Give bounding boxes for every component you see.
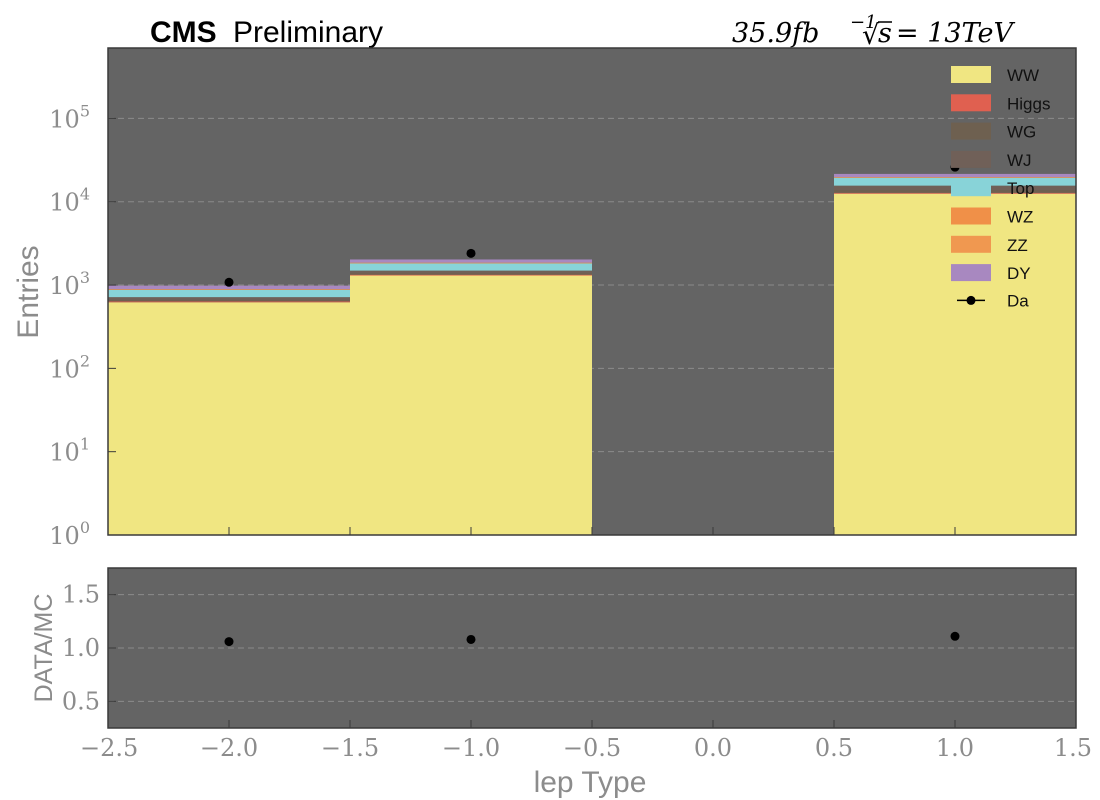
ratio-y-tick-label: 0.5 bbox=[62, 687, 100, 715]
legend-swatch-wj bbox=[951, 150, 991, 168]
x-tick-label: 0.0 bbox=[694, 734, 732, 762]
ratio-grid bbox=[108, 594, 1076, 702]
main-y-tick-label: 104 bbox=[49, 185, 90, 217]
x-tick-label: −2.0 bbox=[200, 734, 258, 762]
x-tick-label: −2.5 bbox=[80, 734, 138, 762]
ratio-point bbox=[224, 637, 234, 647]
bar-wj-bin-0 bbox=[108, 297, 350, 300]
legend-label-zz: ZZ bbox=[1007, 236, 1028, 255]
legend-swatch-wg bbox=[951, 122, 991, 140]
x-tick-label: 1.5 bbox=[1054, 734, 1092, 762]
x-tick-label: 1.0 bbox=[936, 734, 974, 762]
data-point bbox=[224, 277, 234, 287]
legend: WW Higgs WG WJ Top WZ ZZ DY Da bbox=[951, 66, 1050, 310]
bar-zz-bin-0 bbox=[108, 289, 350, 290]
legend-label-wj: WJ bbox=[1007, 151, 1032, 170]
main-y-axis-label: Entries bbox=[12, 245, 45, 338]
ratio-y-tick-label: 1.0 bbox=[62, 634, 100, 662]
bar-dy-bin-3 bbox=[834, 173, 1076, 178]
x-ticks: −2.5 −2.0 −1.5 −1.0 −0.5 0.0 0.5 1.0 1.5 bbox=[80, 527, 1092, 762]
main-y-tick-label: 103 bbox=[49, 268, 90, 300]
bar-dy-bin-0 bbox=[108, 285, 350, 290]
x-tick-label: −0.5 bbox=[563, 734, 621, 762]
main-y-tick-label: 105 bbox=[49, 101, 90, 133]
ratio-point bbox=[466, 634, 476, 644]
ratio-point bbox=[950, 631, 960, 641]
legend-label-wg: WG bbox=[1007, 123, 1036, 142]
preliminary-label: Preliminary bbox=[233, 16, 383, 49]
ratio-plot-frame bbox=[107, 567, 1077, 729]
sqrt-symbol: √ bbox=[862, 20, 880, 51]
lumi-label: 35.9fb −1 √ s = 13TeV bbox=[732, 12, 1015, 51]
bar-top-bin-0 bbox=[108, 289, 350, 298]
main-y-tick-label: 102 bbox=[49, 351, 90, 383]
energy-value: = 13TeV bbox=[896, 18, 1015, 49]
legend-swatch-data-marker bbox=[966, 295, 976, 305]
bar-higgs-bin-1 bbox=[350, 274, 592, 276]
legend-swatch-zz bbox=[951, 235, 991, 253]
main-plot-panel: 100 101 102 103 104 105 Entries WW Higgs WG WJ To… bbox=[12, 47, 1077, 550]
ratio-points bbox=[224, 631, 960, 647]
bar-zz-bin-3 bbox=[834, 177, 1076, 178]
main-y-tick-label: 100 bbox=[49, 518, 90, 550]
main-y-tick-label: 101 bbox=[49, 435, 90, 467]
legend-label-higgs: Higgs bbox=[1007, 94, 1050, 113]
legend-swatch-dy bbox=[951, 264, 991, 282]
bar-zz-bin-1 bbox=[350, 262, 592, 264]
data-point bbox=[466, 248, 476, 258]
x-tick-label: −1.0 bbox=[442, 734, 500, 762]
bar-dy-bin-1 bbox=[350, 259, 592, 263]
stacked-histogram bbox=[108, 173, 1076, 535]
lumi-exponent: −1 bbox=[850, 12, 877, 33]
legend-swatch-wz bbox=[951, 207, 991, 225]
bar-higgs-bin-0 bbox=[108, 301, 350, 303]
bar-top-bin-1 bbox=[350, 263, 592, 271]
bar-wg-bin-0 bbox=[108, 299, 350, 302]
bar-ww-bin-1 bbox=[350, 275, 592, 535]
legend-swatch-higgs bbox=[951, 94, 991, 112]
x-tick-label: −1.5 bbox=[321, 734, 379, 762]
legend-label-dy: DY bbox=[1007, 264, 1031, 283]
x-tick-label: 0.5 bbox=[815, 734, 853, 762]
ratio-y-tick-label: 1.5 bbox=[62, 581, 100, 609]
legend-label-top: Top bbox=[1007, 179, 1034, 198]
main-y-ticks: 100 101 102 103 104 105 bbox=[49, 101, 116, 550]
ratio-y-axis-label: DATA/MC bbox=[30, 594, 58, 703]
x-axis-label: lep Type bbox=[534, 766, 647, 799]
bar-ww-bin-0 bbox=[108, 302, 350, 535]
ratio-plot-panel: 0.5 1.0 1.5 −2.5 −2.0 −1.5 −1.0 −0.5 0.0 0.5 1.0 1… bbox=[30, 527, 1092, 799]
energy-s: s bbox=[878, 18, 892, 49]
bar-wj-bin-1 bbox=[350, 270, 592, 274]
legend-label-ww: WW bbox=[1007, 66, 1039, 85]
lumi-value: 35.9fb bbox=[732, 18, 819, 49]
cms-label: CMS bbox=[150, 16, 217, 49]
ratio-y-ticks: 0.5 1.0 1.5 bbox=[62, 581, 116, 715]
legend-label-wz: WZ bbox=[1007, 208, 1033, 227]
legend-swatch-top bbox=[951, 179, 991, 197]
legend-swatch-ww bbox=[951, 66, 991, 83]
legend-label-data: Da bbox=[1007, 291, 1029, 310]
bar-wg-bin-1 bbox=[350, 273, 592, 275]
